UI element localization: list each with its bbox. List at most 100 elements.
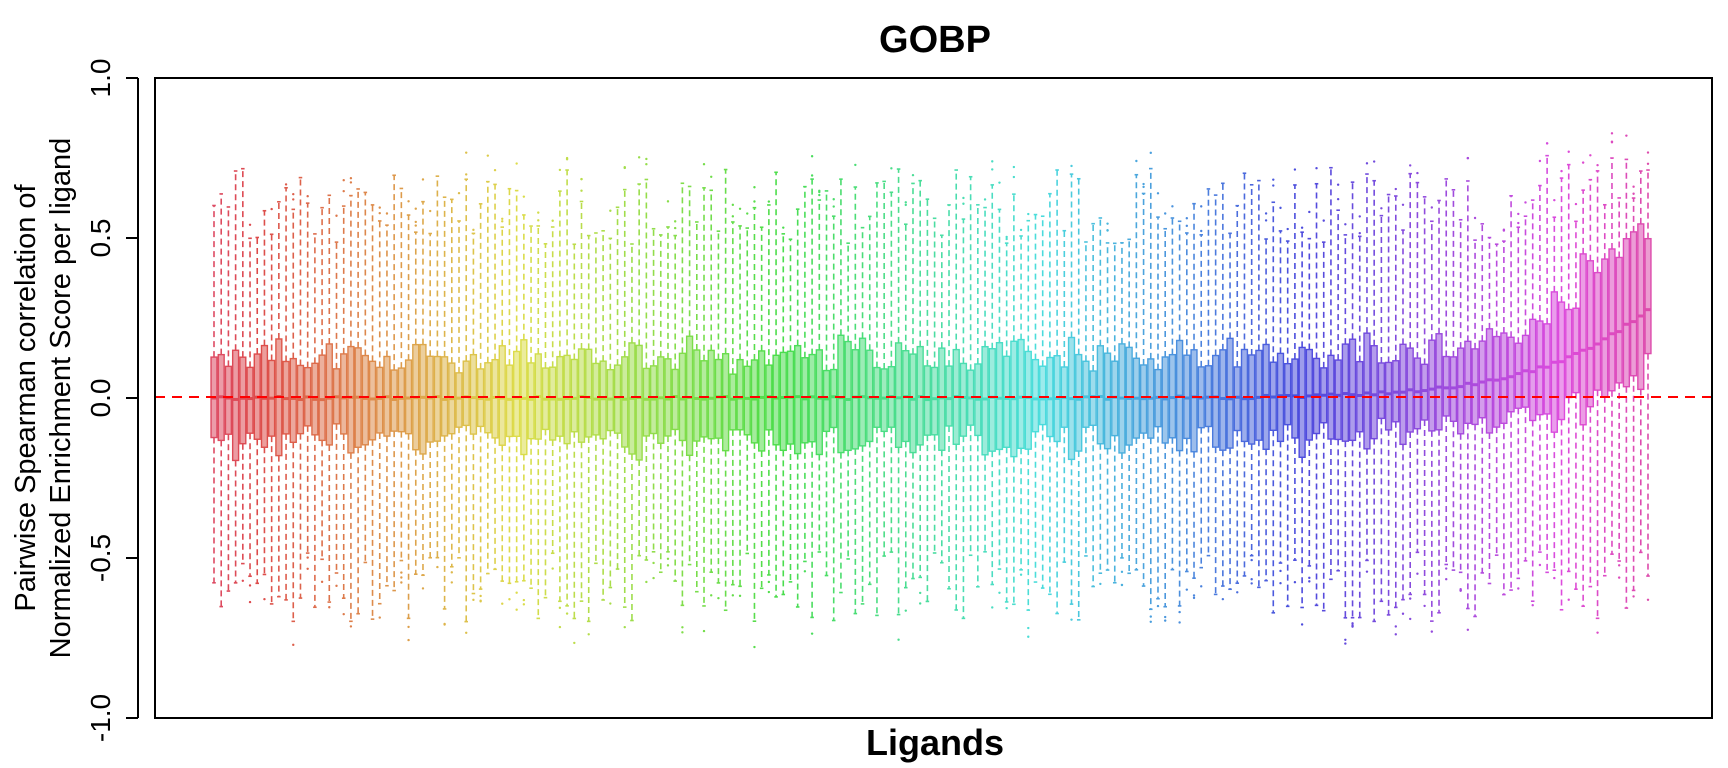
- box-137: [1190, 202, 1198, 600]
- box-iqr: [959, 362, 968, 437]
- box-99: [916, 179, 924, 605]
- box-12: [289, 192, 297, 647]
- outlier-point: [904, 203, 907, 207]
- outlier-point: [306, 556, 309, 559]
- box-iqr: [1089, 370, 1097, 426]
- outlier-point: [609, 602, 612, 605]
- box-iqr: [1456, 347, 1465, 435]
- outlier-point: [1351, 622, 1354, 625]
- box-1: [210, 204, 218, 584]
- box-116: [1039, 215, 1047, 589]
- box-iqr: [527, 362, 535, 440]
- box-6: [246, 223, 254, 604]
- outlier-point: [1272, 178, 1275, 181]
- outlier-point: [1149, 620, 1152, 623]
- box-iqr: [1226, 337, 1234, 449]
- outlier-point: [349, 625, 353, 628]
- outlier-point: [292, 643, 295, 647]
- outlier-point: [731, 203, 735, 207]
- outlier-point: [537, 219, 540, 222]
- outlier-point: [1308, 580, 1311, 583]
- outlier-point: [378, 206, 381, 209]
- box-182: [1514, 212, 1522, 590]
- box-148: [1269, 178, 1277, 614]
- box-9: [267, 207, 276, 605]
- box-136: [1183, 217, 1191, 591]
- outlier-point: [551, 567, 554, 570]
- outlier-point: [580, 189, 583, 192]
- outlier-point: [241, 579, 245, 582]
- box-169: [1420, 196, 1429, 608]
- outlier-point: [1632, 192, 1635, 195]
- outlier-point: [911, 173, 915, 177]
- box-83: [801, 185, 809, 573]
- outlier-point: [465, 151, 468, 154]
- box-32: [433, 175, 442, 569]
- box-iqr: [1348, 338, 1357, 442]
- box-27: [397, 187, 406, 584]
- outlier-point: [673, 220, 677, 223]
- box-162: [1370, 160, 1378, 623]
- outlier-point: [710, 594, 713, 597]
- outlier-point: [1178, 621, 1181, 624]
- outlier-point: [1567, 598, 1570, 601]
- box-95: [887, 167, 896, 553]
- box-iqr: [231, 349, 240, 462]
- box-iqr: [455, 372, 463, 428]
- box-iqr: [361, 354, 369, 446]
- box-96: [894, 168, 903, 641]
- box-94: [880, 180, 888, 557]
- box-53: [585, 234, 593, 636]
- outlier-point: [1610, 140, 1614, 143]
- outlier-point: [1185, 224, 1189, 228]
- outlier-point: [1617, 576, 1621, 579]
- outlier-point: [710, 175, 713, 178]
- box-130: [1139, 182, 1148, 587]
- outlier-point: [479, 599, 482, 602]
- outlier-point: [349, 177, 353, 180]
- box-143: [1233, 204, 1241, 594]
- box-iqr: [743, 365, 751, 436]
- outlier-point: [407, 625, 410, 629]
- box-40: [491, 168, 499, 571]
- outlier-point: [1315, 167, 1318, 170]
- box-185: [1536, 159, 1544, 567]
- outlier-point: [263, 597, 266, 601]
- outlier-point: [1517, 212, 1520, 216]
- box-iqr: [1514, 342, 1522, 409]
- outlier-point: [1344, 638, 1347, 641]
- box-iqr: [462, 360, 470, 427]
- outlier-point: [666, 200, 670, 203]
- outlier-point: [1106, 222, 1109, 225]
- outlier-point: [472, 228, 475, 232]
- outlier-point: [306, 195, 309, 198]
- outlier-point: [1473, 216, 1477, 220]
- outlier-point: [414, 207, 417, 210]
- box-187: [1550, 198, 1558, 580]
- box-iqr: [289, 357, 297, 444]
- box-176: [1471, 216, 1479, 618]
- outlier-point: [400, 576, 403, 579]
- box-iqr: [419, 343, 427, 455]
- box-186: [1543, 142, 1551, 574]
- box-120: [1067, 164, 1076, 621]
- box-80: [779, 226, 787, 596]
- box-iqr: [635, 344, 643, 461]
- outlier-point: [1632, 185, 1635, 188]
- outlier-point: [753, 186, 756, 189]
- box-iqr: [1420, 363, 1429, 421]
- box-iqr: [794, 344, 802, 455]
- outlier-point: [1192, 594, 1196, 597]
- outlier-point: [565, 156, 569, 160]
- box-199: [1637, 170, 1645, 554]
- y-axis: -1.0 -0.5 0.0 0.5 1.0: [85, 59, 139, 742]
- box-2: [217, 193, 225, 608]
- box-160: [1356, 215, 1364, 619]
- outlier-point: [465, 631, 468, 634]
- outlier-point: [1293, 580, 1297, 584]
- box-iqr: [830, 368, 838, 429]
- outlier-point: [1617, 564, 1621, 567]
- outlier-point: [306, 567, 309, 570]
- outlier-point: [1445, 578, 1448, 581]
